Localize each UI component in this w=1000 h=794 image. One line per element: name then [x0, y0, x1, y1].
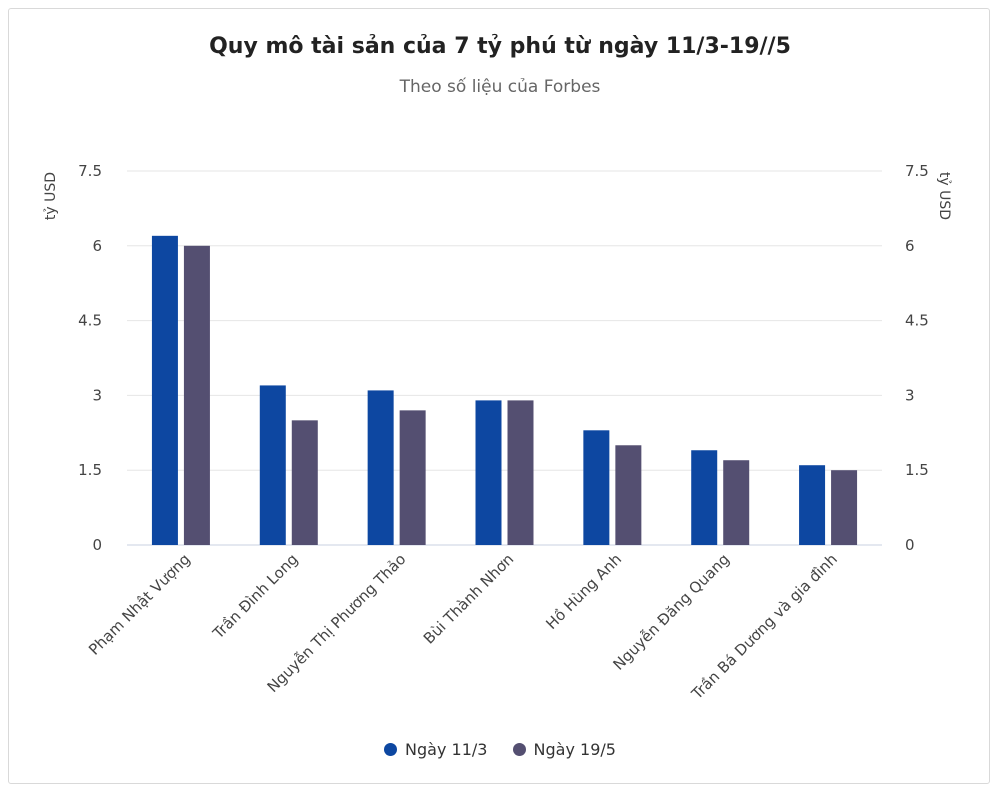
- legend-swatch-series-2: [512, 743, 526, 756]
- bar-1-5: [583, 430, 610, 545]
- bar-2-5: [615, 445, 642, 545]
- legend-label-series-2: Ngày 19/5: [533, 740, 616, 759]
- y-tick-label-left: 3: [92, 386, 102, 404]
- y-tick-label-right: 1.5: [905, 461, 929, 479]
- bar-1-3: [367, 390, 394, 545]
- chart-title: Quy mô tài sản của 7 tỷ phú từ ngày 11/3…: [209, 34, 791, 59]
- y-tick-label-right: 3: [905, 386, 915, 404]
- bar-2-4: [507, 400, 534, 545]
- bar-2-1: [183, 245, 210, 546]
- x-tick-label: Bùi Thành Nhơn: [420, 550, 517, 647]
- y-tick-label-left: 1.5: [78, 461, 102, 479]
- bar-2-6: [723, 460, 750, 545]
- bar-1-2: [259, 385, 286, 545]
- y-axis-title-left: tỷ USD: [43, 172, 59, 220]
- x-tick-label: Hồ Hùng Anh: [542, 550, 625, 633]
- legend: Ngày 11/3 Ngày 19/5: [0, 740, 1000, 760]
- bar-1-4: [475, 400, 502, 545]
- chart-subtitle: Theo số liệu của Forbes: [399, 77, 601, 97]
- y-tick-label-left: 0: [92, 536, 102, 554]
- bar-1-6: [691, 450, 718, 545]
- y-tick-label-left: 4.5: [78, 312, 102, 330]
- legend-item-series-2[interactable]: Ngày 19/5: [512, 740, 616, 759]
- y-tick-label-left: 6: [92, 237, 102, 255]
- y-tick-label-right: 6: [905, 237, 915, 255]
- bar-2-7: [831, 470, 858, 545]
- y-tick-label-right: 0: [905, 536, 915, 554]
- x-tick-label: Phạm Nhật Vượng: [85, 550, 194, 659]
- y-tick-label-right: 7.5: [905, 162, 929, 180]
- legend-swatch-series-1: [384, 743, 398, 756]
- legend-item-series-1[interactable]: Ngày 11/3: [384, 740, 487, 759]
- bar-2-2: [291, 420, 318, 545]
- legend-label-series-1: Ngày 11/3: [405, 740, 488, 759]
- bar-2-3: [399, 410, 426, 545]
- x-tick-label: Nguyễn Đăng Quang: [609, 550, 733, 674]
- bar-1-1: [151, 235, 178, 545]
- y-axis-title-right: tỷ USD: [936, 172, 952, 220]
- bar-1-7: [799, 465, 826, 545]
- y-tick-label-left: 7.5: [78, 162, 102, 180]
- x-tick-label: Trần Đình Long: [209, 550, 302, 643]
- y-tick-label-right: 4.5: [905, 312, 929, 330]
